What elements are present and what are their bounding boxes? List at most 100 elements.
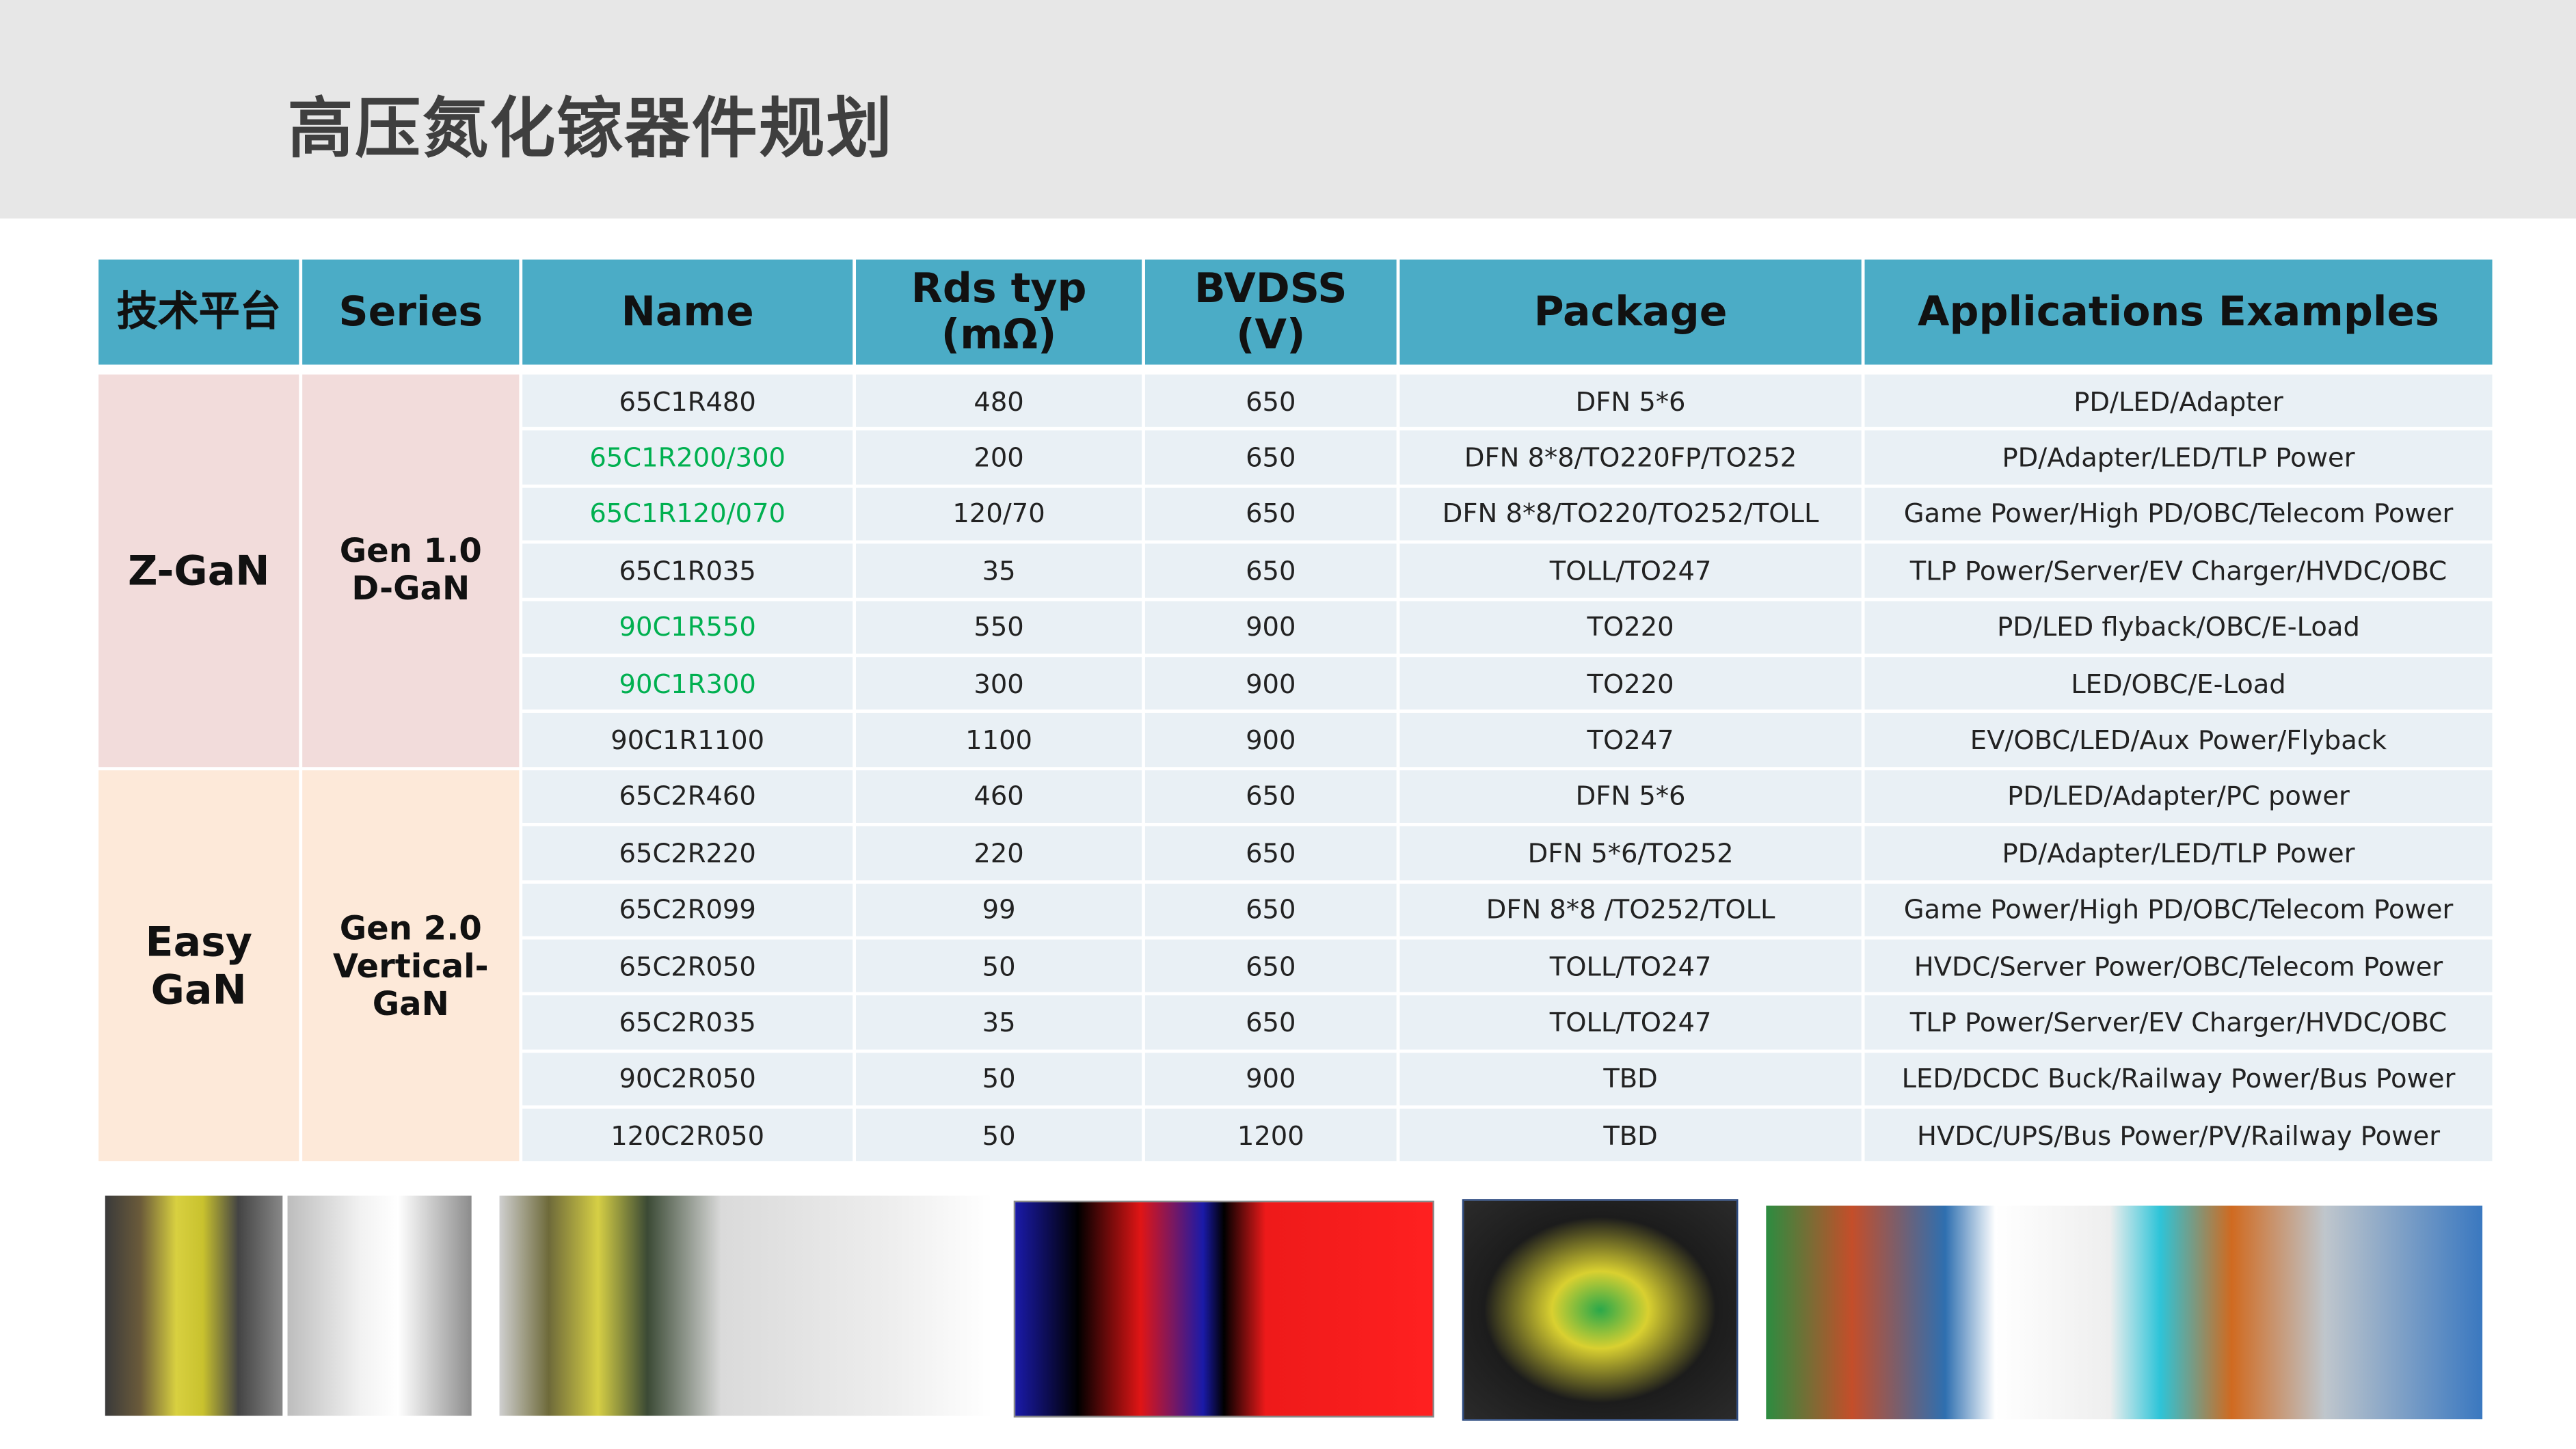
table-row: 120C2R050 50 1200 TBD HVDC/UPS/Bus Power/PV/… (98, 1109, 2493, 1163)
table-row: 90C1R300 300 900 TO220 LED/OBC/E-Load (98, 657, 2493, 710)
name-cell: 65C1R200/300 (522, 431, 853, 485)
name-cell: 65C2R035 (522, 995, 853, 1049)
package-cell: DFN 5*6/TO252 (1399, 826, 1862, 880)
name-cell: 65C1R480 (522, 374, 853, 428)
name-cell: 65C2R099 (522, 882, 853, 936)
series-cell: Gen 1.0 D-GaN (302, 374, 520, 767)
rds-cell: 35 (856, 543, 1142, 597)
package-cell: TBD (1399, 1109, 1862, 1163)
rds-cell: 99 (856, 882, 1142, 936)
applications-cell: TLP Power/Server/EV Charger/HVDC/OBC (1864, 995, 2493, 1049)
bvdss-cell: 650 (1144, 487, 1397, 541)
applications-cell: LED/DCDC Buck/Railway Power/Bus Power (1864, 1052, 2493, 1106)
package-cell: TBD (1399, 1052, 1862, 1106)
charger-product-photo (105, 1195, 283, 1416)
applications-cell: HVDC/Server Power/OBC/Telecom Power (1864, 939, 2493, 993)
adapter-product-photo (287, 1195, 472, 1416)
bvdss-cell: 650 (1144, 543, 1397, 597)
rds-cell: 50 (856, 1052, 1142, 1106)
rds-cell: 480 (856, 374, 1142, 428)
page-title: 高压氮化镓器件规划 (287, 92, 894, 168)
name-cell: 90C2R050 (522, 1052, 853, 1106)
name-cell: 65C1R120/070 (522, 487, 853, 541)
table-row: 65C1R200/300 200 650 DFN 8*8/TO220FP/TO252 P… (98, 431, 2493, 485)
package-cell: DFN 5*6 (1399, 770, 1862, 824)
name-cell: 65C2R460 (522, 770, 853, 824)
header-platform: 技术平台 (98, 259, 299, 365)
table-row: 65C1R120/070 120/70 650 DFN 8*8/TO220/TO252… (98, 487, 2493, 541)
name-cell: 90C1R550 (522, 600, 853, 654)
header-name: Name (522, 259, 853, 365)
rds-cell: 120/70 (856, 487, 1142, 541)
series-line: D-GaN (351, 569, 470, 609)
table-row: 65C1R035 35 650 TOLL/TO247 TLP Power/Server/… (98, 543, 2493, 597)
platform-cell: Z-GaN (98, 374, 299, 767)
package-cell: TOLL/TO247 (1399, 543, 1862, 597)
power-supply-board-photo (1766, 1205, 2483, 1420)
applications-cell: PD/LED flyback/OBC/E-Load (1864, 600, 2493, 654)
title-bar (0, 0, 2576, 219)
applications-cell: TLP Power/Server/EV Charger/HVDC/OBC (1864, 543, 2493, 597)
name-cell: 65C2R220 (522, 826, 853, 880)
table-row: 65C2R099 99 650 DFN 8*8 /TO252/TOLL Game Pow… (98, 882, 2493, 936)
package-cell: DFN 8*8/TO220/TO252/TOLL (1399, 487, 1862, 541)
table-row: 90C1R550 550 900 TO220 PD/LED flyback/OBC/E-… (98, 600, 2493, 654)
bvdss-cell: 900 (1144, 713, 1397, 767)
bvdss-cell: 650 (1144, 431, 1397, 485)
applications-cell: Game Power/High PD/OBC/Telecom Power (1864, 882, 2493, 936)
adapter-board-photo (499, 1195, 993, 1416)
applications-cell: PD/Adapter/LED/TLP Power (1864, 431, 2493, 485)
bvdss-cell: 650 (1144, 826, 1397, 880)
bvdss-cell: 650 (1144, 770, 1397, 824)
rds-cell: 300 (856, 657, 1142, 710)
table-row: 65C2R035 35 650 TOLL/TO247 TLP Power/Server/… (98, 995, 2493, 1049)
name-cell: 65C1R035 (522, 543, 853, 597)
name-cell: 90C1R1100 (522, 713, 853, 767)
rds-cell: 1100 (856, 713, 1142, 767)
bvdss-cell: 900 (1144, 657, 1397, 710)
device-table: 技术平台 Series Name Rds typ (mΩ) BVDSS (V) Pa… (95, 256, 2495, 1165)
applications-cell: PD/LED/Adapter/PC power (1864, 770, 2493, 824)
package-cell: TO247 (1399, 713, 1862, 767)
package-cell: TO220 (1399, 600, 1862, 654)
applications-cell: HVDC/UPS/Bus Power/PV/Railway Power (1864, 1109, 2493, 1163)
table-row: 90C2R050 50 900 TBD LED/DCDC Buck/Railway Po… (98, 1052, 2493, 1106)
package-cell: TOLL/TO247 (1399, 939, 1862, 993)
header-package: Package (1399, 259, 1862, 365)
name-cell: 65C2R050 (522, 939, 853, 993)
bvdss-cell: 900 (1144, 1052, 1397, 1106)
bvdss-cell: 650 (1144, 882, 1397, 936)
bvdss-cell: 900 (1144, 600, 1397, 654)
table-row: Z-GaN Gen 1.0 D-GaN 65C1R480 480 650 DFN 5*6 PD… (98, 374, 2493, 767)
table-row: 65C2R220 220 650 DFN 5*6/TO252 PD/Adapter/LE… (98, 826, 2493, 880)
bvdss-cell: 650 (1144, 939, 1397, 993)
series-cell: Gen 2.0 Vertical-GaN (302, 770, 520, 1163)
bvdss-cell: 1200 (1144, 1109, 1397, 1163)
header-applications: Applications Examples (1864, 259, 2493, 365)
table-row: 65C2R050 50 650 TOLL/TO247 HVDC/Server Power… (98, 939, 2493, 993)
name-cell: 120C2R050 (522, 1109, 853, 1163)
series-line: Gen 1.0 (339, 531, 482, 571)
table-row: Easy GaN Gen 2.0 Vertical-GaN 65C2R460 460 65… (98, 770, 2493, 1163)
rds-cell: 220 (856, 826, 1142, 880)
header-rds: Rds typ (mΩ) (856, 259, 1142, 365)
green-pcb-photo (1462, 1199, 1739, 1421)
rds-cell: 200 (856, 431, 1142, 485)
pcb-layout-image (1013, 1200, 1434, 1418)
series-line: Vertical-GaN (332, 945, 489, 1023)
name-cell: 90C1R300 (522, 657, 853, 710)
applications-cell: LED/OBC/E-Load (1864, 657, 2493, 710)
package-cell: DFN 5*6 (1399, 374, 1862, 428)
series-line: Gen 2.0 (339, 907, 482, 947)
rds-cell: 460 (856, 770, 1142, 824)
table-header-row: 技术平台 Series Name Rds typ (mΩ) BVDSS (V) Pa… (98, 259, 2493, 365)
rds-cell: 50 (856, 939, 1142, 993)
rds-cell: 550 (856, 600, 1142, 654)
applications-cell: PD/LED/Adapter (1864, 374, 2493, 428)
bvdss-cell: 650 (1144, 995, 1397, 1049)
rds-cell: 50 (856, 1109, 1142, 1163)
header-series: Series (302, 259, 520, 365)
package-cell: DFN 8*8/TO220FP/TO252 (1399, 431, 1862, 485)
applications-cell: Game Power/High PD/OBC/Telecom Power (1864, 487, 2493, 541)
